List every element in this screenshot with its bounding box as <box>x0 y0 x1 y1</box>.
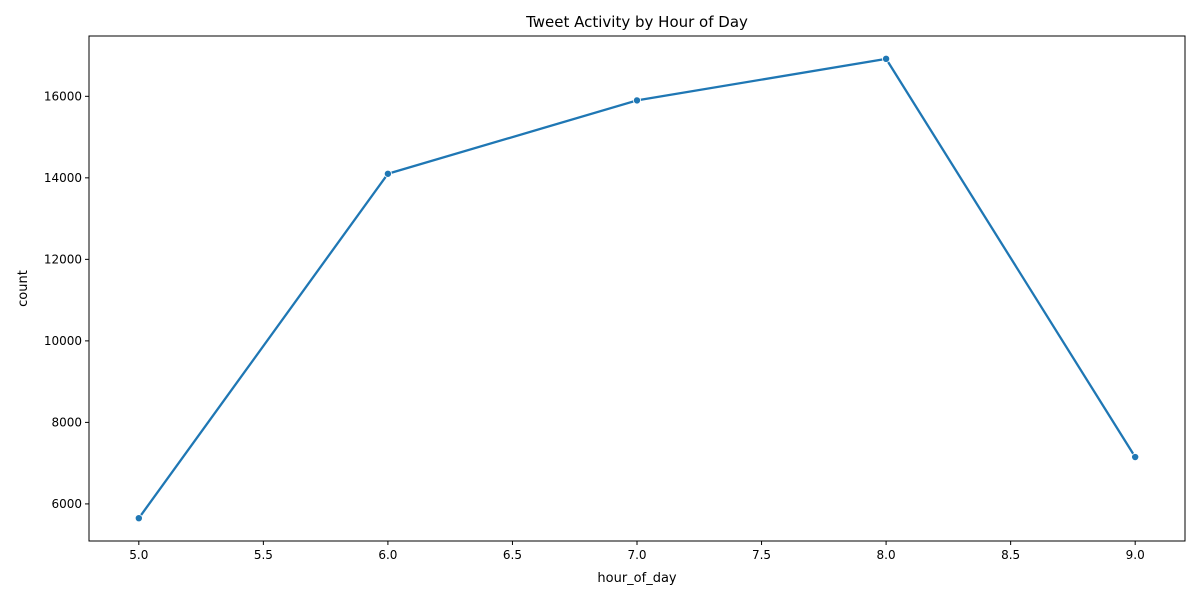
data-point <box>383 169 392 178</box>
x-tick-label: 9.0 <box>1126 548 1145 562</box>
y-tick-label: 14000 <box>44 171 82 185</box>
x-tick-label: 5.5 <box>254 548 273 562</box>
y-axis-label: count <box>16 270 31 307</box>
data-point <box>1131 453 1140 462</box>
y-tick-label: 8000 <box>51 415 82 429</box>
y-tick-label: 10000 <box>44 334 82 348</box>
x-tick-label: 8.5 <box>1001 548 1020 562</box>
x-tick-label: 5.0 <box>129 548 148 562</box>
y-axis: 6000 8000 10000 12000 14000 16000 <box>44 89 89 511</box>
data-point <box>134 514 143 523</box>
chart-title: Tweet Activity by Hour of Day <box>525 13 748 31</box>
series-line <box>137 57 1137 519</box>
x-tick-label: 6.0 <box>378 548 397 562</box>
y-tick-label: 16000 <box>44 89 82 103</box>
x-axis-label: hour_of_day <box>597 571 677 586</box>
data-point <box>633 96 642 105</box>
axes-frame <box>88 35 1186 542</box>
y-tick-label: 12000 <box>44 252 82 266</box>
y-tick-label: 6000 <box>51 497 82 511</box>
data-point <box>882 54 891 63</box>
x-tick-label: 7.5 <box>752 548 771 562</box>
x-tick-label: 6.5 <box>503 548 522 562</box>
plot-area <box>134 54 1140 523</box>
x-axis: 5.0 5.5 6.0 6.5 7.0 7.5 8.0 8.5 9.0 <box>129 541 1145 562</box>
x-tick-label: 8.0 <box>877 548 896 562</box>
x-tick-label: 7.0 <box>627 548 646 562</box>
